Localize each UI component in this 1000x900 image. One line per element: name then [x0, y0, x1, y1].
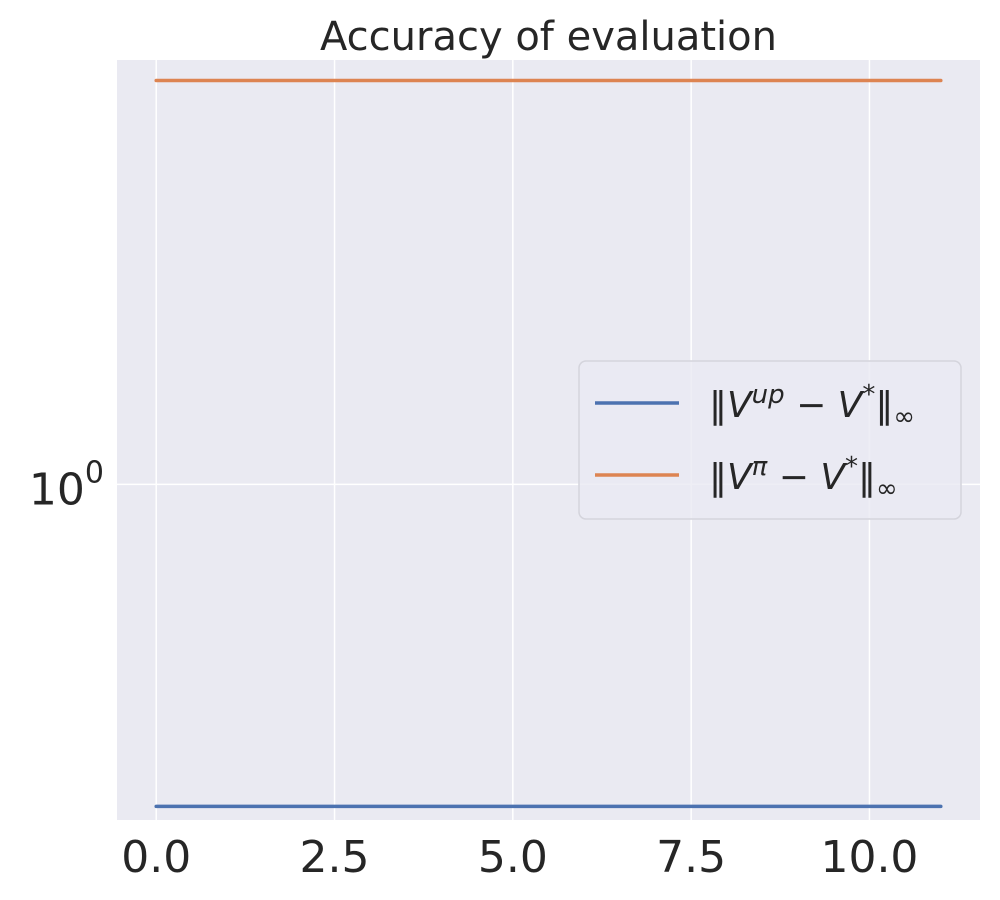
- legend-label: ‖Vup − V*‖∞: [709, 380, 915, 432]
- legend: ‖Vup − V*‖∞ ‖Vπ − V*‖∞: [578, 360, 962, 520]
- x-tick-label: 7.5: [656, 832, 726, 883]
- x-tick-label: 0.0: [121, 832, 191, 883]
- x-tick-label: 5.0: [478, 832, 548, 883]
- series-layer: [154, 78, 943, 809]
- chart-title: Accuracy of evaluation: [320, 14, 777, 60]
- x-tick-label: 2.5: [300, 832, 370, 883]
- legend-frame: [578, 360, 962, 520]
- legend-label: ‖Vπ − V*‖∞: [709, 452, 898, 504]
- y-tick-label: 100: [29, 455, 104, 515]
- tick-labels: 0.0 2.5 5.0 7.5 10.0 100: [29, 455, 919, 883]
- x-tick-label: 10.0: [820, 832, 918, 883]
